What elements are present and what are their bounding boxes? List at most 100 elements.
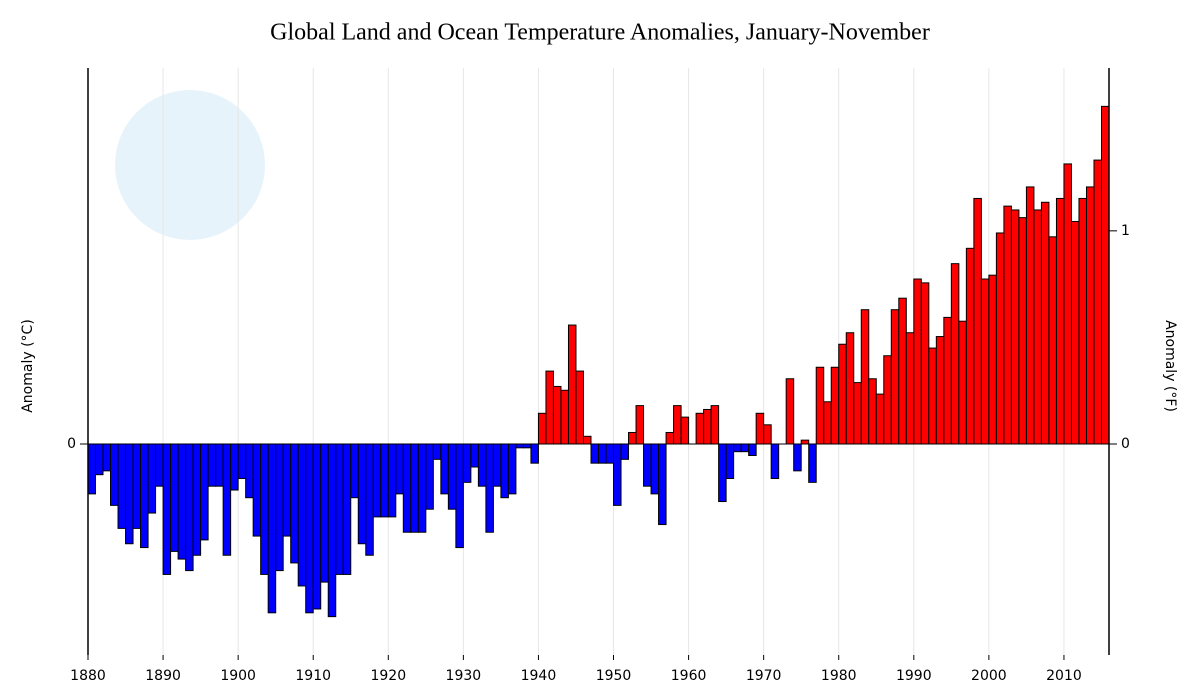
bar: [102, 443, 112, 472]
bar: [110, 443, 119, 506]
bar: [342, 443, 352, 575]
bar: [140, 443, 149, 549]
bar: [770, 443, 780, 480]
bar: [1018, 217, 1027, 445]
bar: [598, 443, 607, 464]
bar: [860, 309, 870, 445]
bar: [845, 332, 855, 445]
bar: [387, 443, 397, 518]
bar: [913, 278, 922, 445]
bar: [462, 443, 472, 483]
bar: [1093, 159, 1102, 445]
bar: [372, 443, 382, 518]
x-tick-label: 1930: [446, 668, 482, 684]
x-tick-label: 1970: [746, 668, 782, 684]
bar: [350, 443, 359, 499]
bar: [928, 347, 937, 445]
bar: [830, 366, 840, 445]
x-tick-label: 1980: [821, 668, 857, 684]
chart-title: Global Land and Ocean Temperature Anomal…: [270, 20, 930, 46]
bar: [297, 443, 307, 587]
bar: [1010, 209, 1020, 445]
bar: [988, 274, 997, 445]
bar: [1100, 105, 1110, 445]
bar: [125, 443, 134, 545]
bar: [312, 443, 322, 610]
y-tick-label: 0: [67, 436, 76, 452]
bar: [410, 443, 419, 533]
bar: [215, 443, 224, 487]
bar: [87, 443, 97, 495]
bar: [470, 443, 479, 468]
bar: [117, 443, 127, 529]
bar: [155, 443, 164, 487]
bar: [357, 443, 367, 545]
bar: [800, 439, 810, 445]
bar: [477, 443, 487, 487]
bar: [703, 408, 712, 445]
bar: [492, 443, 502, 487]
bar: [1025, 186, 1035, 445]
bar: [808, 443, 817, 483]
bar: [883, 355, 892, 445]
x-tick-label: 1920: [370, 668, 406, 684]
bar: [545, 370, 554, 445]
x-tick-label: 1940: [521, 668, 557, 684]
bar: [815, 366, 825, 445]
bar: [943, 316, 952, 445]
bar: [643, 443, 652, 487]
x-tick-label: 1950: [596, 668, 632, 684]
bar: [958, 320, 967, 445]
bar: [132, 443, 142, 529]
bar: [395, 443, 404, 495]
bar: [425, 443, 434, 510]
bar: [560, 389, 569, 445]
bar: [162, 443, 172, 575]
bar: [582, 435, 592, 445]
bar: [260, 443, 269, 575]
bar: [252, 443, 262, 537]
x-tick-label: 1880: [70, 668, 106, 684]
bar: [552, 385, 562, 445]
bar: [650, 443, 660, 495]
bar: [515, 443, 524, 449]
bar: [192, 443, 202, 556]
bar: [695, 412, 705, 445]
bar: [628, 431, 637, 445]
bar: [905, 332, 915, 445]
bar: [380, 443, 389, 518]
bar: [890, 309, 900, 445]
x-tick-label: 1960: [671, 668, 707, 684]
bar: [718, 443, 727, 503]
bar: [665, 431, 675, 445]
x-tick-label: 2010: [1046, 668, 1082, 684]
bar: [1033, 209, 1042, 445]
bar: [567, 324, 577, 445]
bar: [673, 405, 682, 445]
bar: [432, 443, 442, 460]
bar: [365, 443, 374, 556]
bar: [95, 443, 104, 476]
bar: [590, 443, 600, 464]
bar: [282, 443, 292, 537]
y2-axis-label: Anomaly (°F): [1162, 320, 1178, 412]
bar: [620, 443, 630, 460]
bar: [207, 443, 217, 487]
bar: [1040, 201, 1050, 445]
bar: [1078, 197, 1087, 445]
bar: [507, 443, 517, 495]
x-tick-label: 1900: [220, 668, 256, 684]
bar: [237, 443, 247, 480]
bar: [950, 263, 960, 445]
bar: [222, 443, 232, 556]
bar: [980, 278, 990, 445]
bar: [965, 247, 975, 445]
y-axis-label: Anomaly (°C): [20, 319, 36, 413]
bar: [275, 443, 284, 572]
bar: [177, 443, 187, 560]
bar: [335, 443, 344, 575]
bar: [1003, 205, 1012, 445]
bar: [793, 443, 802, 472]
x-tick-label: 1990: [896, 668, 932, 684]
